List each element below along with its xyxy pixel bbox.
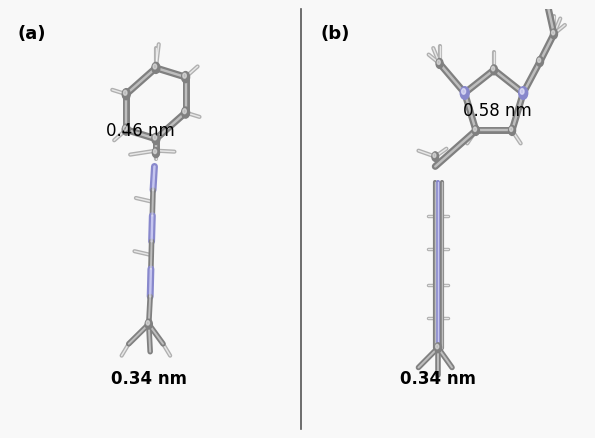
Circle shape xyxy=(550,29,558,39)
Circle shape xyxy=(145,319,152,329)
Circle shape xyxy=(434,343,441,353)
Circle shape xyxy=(123,126,127,131)
Circle shape xyxy=(543,0,550,7)
Circle shape xyxy=(537,57,543,67)
Circle shape xyxy=(152,148,159,158)
Circle shape xyxy=(146,321,149,325)
Circle shape xyxy=(509,126,515,135)
Circle shape xyxy=(123,90,127,95)
Circle shape xyxy=(433,153,436,158)
Circle shape xyxy=(122,124,130,135)
Circle shape xyxy=(552,30,555,35)
Circle shape xyxy=(436,59,443,68)
Circle shape xyxy=(432,152,439,161)
Circle shape xyxy=(154,149,156,154)
Circle shape xyxy=(181,71,190,83)
Text: (b): (b) xyxy=(321,25,350,42)
Circle shape xyxy=(490,65,497,75)
Circle shape xyxy=(152,133,160,145)
Circle shape xyxy=(122,88,130,100)
Text: (a): (a) xyxy=(17,25,46,42)
Circle shape xyxy=(153,64,156,69)
Text: 0.34 nm: 0.34 nm xyxy=(111,370,187,389)
Text: 0.58 nm: 0.58 nm xyxy=(464,102,532,120)
Circle shape xyxy=(509,127,513,131)
Circle shape xyxy=(436,344,439,349)
Text: 0.34 nm: 0.34 nm xyxy=(400,370,476,389)
Circle shape xyxy=(544,0,547,4)
Circle shape xyxy=(183,73,186,78)
Circle shape xyxy=(153,135,156,140)
Circle shape xyxy=(520,88,524,94)
Circle shape xyxy=(472,126,480,135)
Circle shape xyxy=(474,127,477,131)
Circle shape xyxy=(437,60,440,64)
Circle shape xyxy=(181,107,190,118)
Circle shape xyxy=(519,87,528,99)
Circle shape xyxy=(537,58,541,63)
Circle shape xyxy=(462,88,466,94)
Circle shape xyxy=(152,62,160,74)
Circle shape xyxy=(183,109,186,114)
Circle shape xyxy=(461,87,469,99)
Circle shape xyxy=(491,67,494,71)
Text: 0.46 nm: 0.46 nm xyxy=(106,122,175,140)
